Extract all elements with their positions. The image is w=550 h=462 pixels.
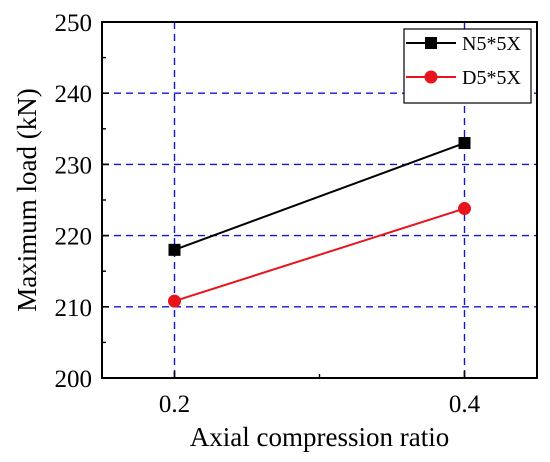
legend-label: D5*5X	[462, 67, 521, 89]
data-point	[168, 243, 181, 256]
x-axis-label: Axial compression ratio	[190, 422, 449, 452]
y-tick-label: 210	[55, 295, 93, 322]
series-line	[174, 142, 465, 251]
series-line	[174, 207, 465, 303]
legend-label: N5*5X	[462, 33, 521, 55]
data-point	[168, 294, 181, 308]
y-axis-label: Maximum load (kN)	[12, 88, 42, 311]
data-point	[458, 137, 471, 150]
series-N5*5X	[168, 137, 471, 256]
y-tick-label: 240	[55, 81, 93, 108]
series-layer	[168, 137, 471, 308]
legend-item: N5*5X	[406, 33, 521, 55]
y-tick-label: 230	[55, 152, 93, 179]
legend: N5*5X D5*5X	[403, 28, 532, 104]
series-D5*5X	[168, 202, 471, 308]
axis-ticks: 200 210 220 230 240 250 0.2 0.4	[55, 10, 481, 418]
data-point	[424, 70, 438, 84]
x-tick-label: 0.4	[449, 391, 481, 418]
y-tick-label: 250	[55, 10, 93, 37]
x-tick-label: 0.2	[159, 391, 190, 418]
y-tick-label: 200	[55, 366, 93, 393]
data-point	[458, 202, 471, 216]
data-point	[425, 37, 437, 49]
legend-item: D5*5X	[406, 67, 521, 89]
y-tick-label: 220	[55, 224, 93, 251]
